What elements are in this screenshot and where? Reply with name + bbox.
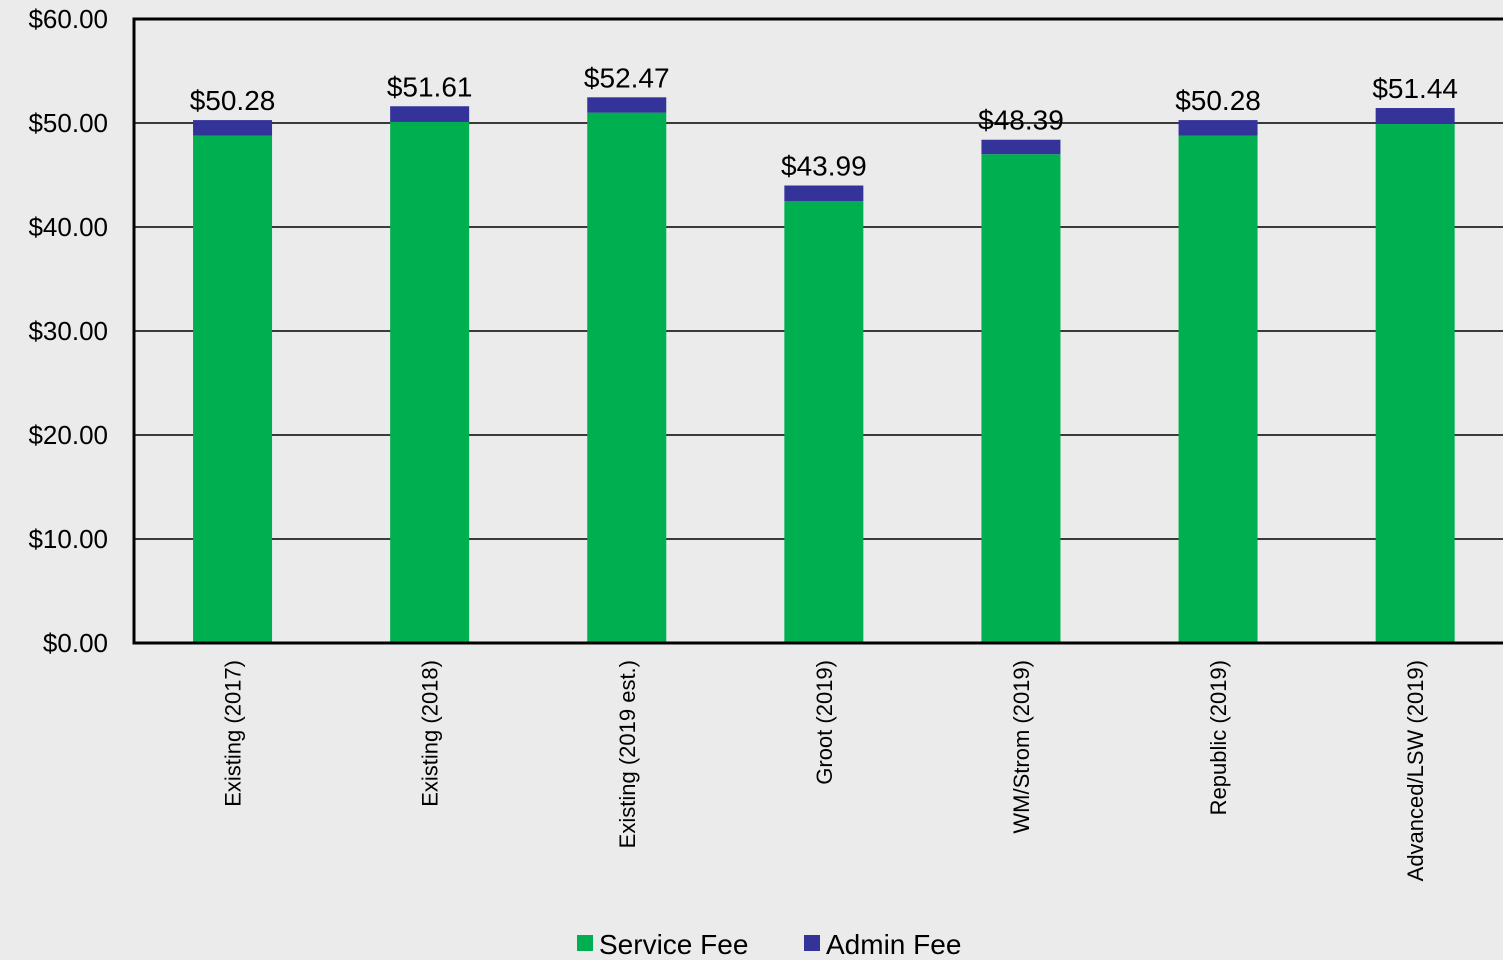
- x-category-label: Existing (2018): [418, 660, 443, 807]
- legend: Service Fee Admin Fee: [577, 929, 961, 960]
- x-category-label: WM/Strom (2019): [1009, 660, 1034, 834]
- bar-total-label: $52.47: [584, 62, 670, 93]
- bar-total-label: $50.28: [190, 85, 276, 116]
- bar-total-label: $51.61: [387, 71, 473, 102]
- legend-swatch: [577, 935, 593, 951]
- bar-segment-service-fee: [981, 154, 1061, 643]
- legend-label: Admin Fee: [826, 929, 961, 960]
- plot-area-frame: [132, 17, 1503, 645]
- y-tick-label: $10.00: [28, 524, 108, 554]
- bar-total-label: $43.99: [781, 151, 867, 182]
- x-category-label: Advanced/LSW (2019): [1403, 660, 1428, 881]
- y-tick-label: $20.00: [28, 420, 108, 450]
- bar-segment-service-fee: [390, 121, 470, 643]
- bar-segment-admin-fee: [390, 106, 470, 122]
- bar-total-label: $50.28: [1175, 85, 1261, 116]
- x-category-label: Groot (2019): [812, 660, 837, 785]
- legend-swatch: [804, 935, 820, 951]
- bar-segment-admin-fee: [587, 97, 667, 113]
- x-axis-category-labels: Existing (2017) Existing (2018) Existing (…: [221, 660, 1429, 881]
- x-category-label: Republic (2019): [1206, 660, 1231, 815]
- bar-segment-admin-fee: [193, 120, 273, 136]
- bar-total-label: $48.39: [978, 105, 1064, 136]
- bars: [193, 97, 1455, 644]
- bar-segment-admin-fee: [1375, 108, 1455, 125]
- x-category-label: Existing (2017): [221, 660, 246, 807]
- bar-segment-admin-fee: [981, 139, 1061, 155]
- y-tick-label: $40.00: [28, 212, 108, 242]
- y-tick-label: $60.00: [28, 4, 108, 34]
- y-tick-label: $0.00: [43, 628, 108, 658]
- legend-label: Service Fee: [599, 929, 748, 960]
- bar-segment-service-fee: [784, 201, 864, 643]
- y-axis-tick-labels: $0.00 $10.00 $20.00 $30.00 $40.00 $50.00 $60.0…: [28, 4, 108, 658]
- bar-segment-service-fee: [1375, 124, 1455, 644]
- x-category-label: Existing (2019 est.): [615, 660, 640, 848]
- bar-segment-admin-fee: [1178, 120, 1258, 136]
- y-tick-label: $30.00: [28, 316, 108, 346]
- bar-segment-admin-fee: [784, 185, 864, 201]
- bar-total-label: $51.44: [1372, 73, 1458, 104]
- bar-segment-service-fee: [193, 135, 273, 644]
- bar-total-labels: $50.28 $51.61 $52.47 $43.99 $48.39 $50.28 $51.…: [190, 62, 1458, 181]
- bar-segment-service-fee: [587, 112, 667, 644]
- y-tick-label: $50.00: [28, 108, 108, 138]
- bar-segment-service-fee: [1178, 135, 1258, 644]
